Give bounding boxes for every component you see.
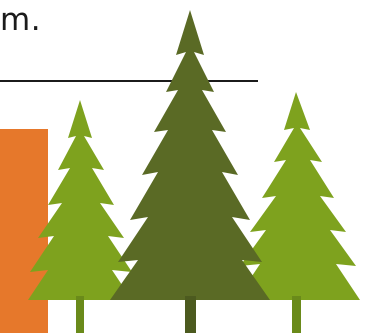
pine-tree-center-icon — [110, 10, 270, 333]
pine-tree-right-icon — [236, 92, 360, 333]
partial-text-fragment: m. — [0, 2, 42, 38]
horizontal-rule — [0, 80, 258, 82]
pine-tree-left-icon — [28, 100, 132, 333]
